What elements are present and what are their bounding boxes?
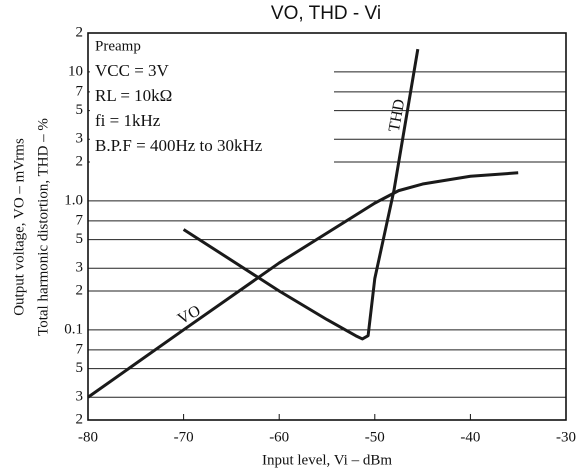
y-tick-label: 1.0	[64, 192, 83, 208]
annotation: B.P.F = 400Hz to 30kHz	[95, 136, 263, 155]
y-axis-label: Output voltage, VO – mVrms	[11, 138, 27, 316]
y-tick-label: 5	[76, 360, 84, 376]
annotation: RL = 10kΩ	[95, 86, 172, 105]
y-tick-label: 2	[76, 282, 84, 298]
y-tick-label: 7	[76, 341, 84, 357]
annotation-box	[90, 35, 334, 163]
x-tick-label: -80	[78, 429, 98, 445]
y-tick-label: 10	[68, 63, 83, 79]
x-tick-label: -60	[269, 429, 289, 445]
series-label: THD	[386, 98, 408, 133]
y-tick-label: 7	[76, 212, 84, 228]
chart-title: VO, THD - Vi	[271, 3, 381, 24]
x-tick-label: -50	[365, 429, 385, 445]
annotation: Preamp	[95, 38, 141, 54]
y-tick-label: 0.1	[64, 321, 83, 337]
y-tick-label: 3	[76, 131, 84, 147]
x-axis-label: Input level, Vi – dBm	[262, 452, 392, 468]
annotation: VCC = 3V	[95, 61, 170, 80]
annotation: fi = 1kHz	[95, 111, 161, 130]
y-axis-label: Total harmonic distortion, THD – %	[35, 118, 51, 336]
series-line	[87, 171, 519, 399]
y-tick-label: 5	[76, 231, 84, 247]
x-tick-label: -30	[556, 429, 576, 445]
series-line	[182, 48, 420, 341]
series-label: VO	[175, 302, 203, 328]
y-tick-label: 3	[76, 389, 84, 405]
plot-frame	[87, 32, 567, 421]
y-tick-label: 2	[76, 153, 84, 169]
y-tick-label: 3	[76, 260, 84, 276]
x-tick-label: -70	[174, 429, 194, 445]
y-tick-label: 7	[76, 83, 84, 99]
x-tick-label: -40	[460, 429, 480, 445]
y-tick-label: 5	[76, 102, 84, 118]
y-tick-label: 2	[76, 24, 84, 40]
y-tick-label: 2	[76, 411, 84, 427]
